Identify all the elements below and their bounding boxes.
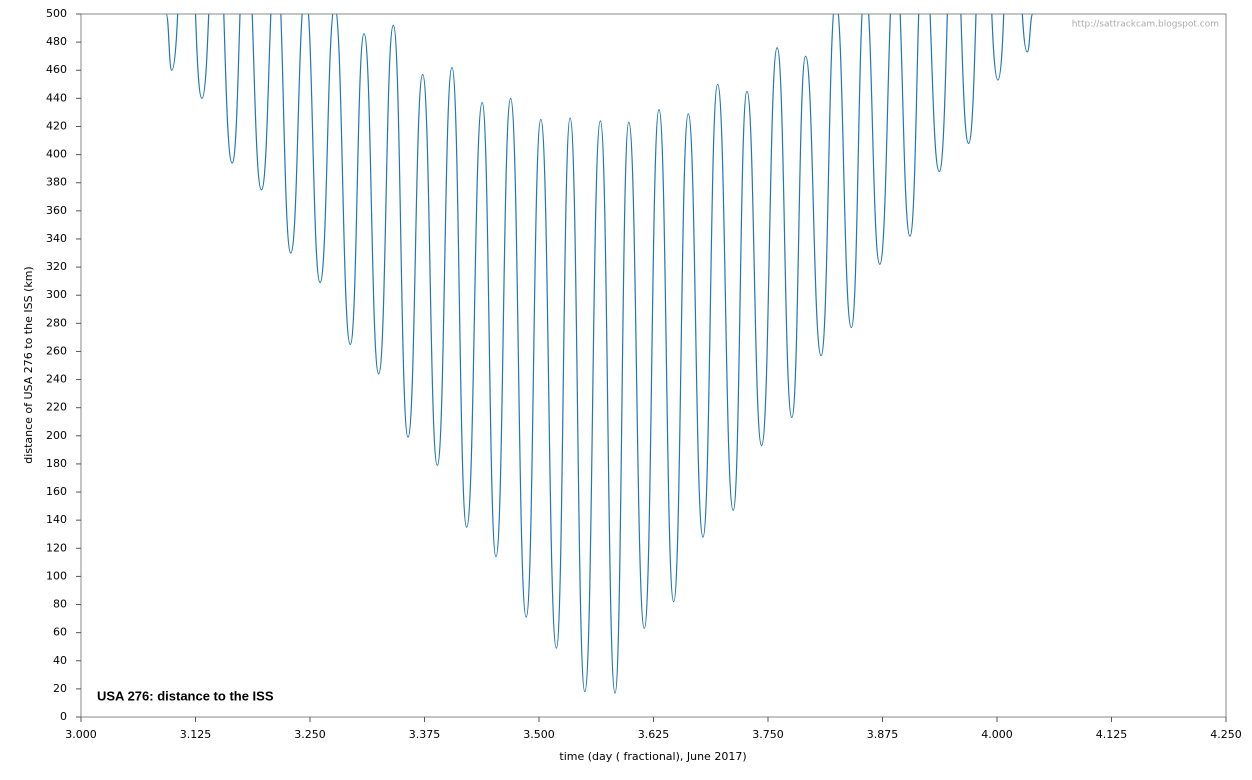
y-tick-label: 260: [46, 344, 67, 357]
x-tick-label: 3.000: [65, 728, 97, 741]
y-axis-label: distance of USA 276 to the ISS (km): [22, 266, 35, 463]
data-line: [165, 14, 1034, 694]
y-tick-label: 280: [46, 316, 67, 329]
y-tick-label: 400: [46, 148, 67, 161]
y-tick-label: 240: [46, 373, 67, 386]
x-tick-label: 3.750: [752, 728, 784, 741]
y-tick-label: 140: [46, 513, 67, 526]
y-tick-label: 420: [46, 119, 67, 132]
x-tick-label: 4.125: [1096, 728, 1128, 741]
y-tick-label: 500: [46, 7, 67, 20]
y-tick-label: 40: [53, 654, 67, 667]
chart-title: USA 276: distance to the ISS: [97, 688, 274, 703]
y-tick-label: 340: [46, 232, 67, 245]
x-axis-label: time (day ( fractional), June 2017): [559, 750, 746, 763]
watermark: http://sattrackcam.blogspot.com: [1072, 20, 1219, 30]
y-tick-label: 80: [53, 598, 67, 611]
y-tick-label: 200: [46, 429, 67, 442]
x-tick-label: 3.625: [638, 728, 670, 741]
x-tick-label: 4.250: [1210, 728, 1242, 741]
y-tick-label: 460: [46, 63, 67, 76]
y-tick-label: 0: [60, 710, 67, 723]
y-tick-label: 120: [46, 541, 67, 554]
y-tick-label: 380: [46, 176, 67, 189]
y-tick-label: 180: [46, 457, 67, 470]
x-tick-label: 3.375: [409, 728, 441, 741]
y-tick-label: 60: [53, 626, 67, 639]
y-tick-label: 300: [46, 288, 67, 301]
x-tick-label: 4.000: [981, 728, 1013, 741]
x-tick-label: 3.125: [180, 728, 212, 741]
y-tick-label: 320: [46, 260, 67, 273]
x-tick-label: 3.875: [867, 728, 899, 741]
y-tick-label: 160: [46, 485, 67, 498]
plot-frame: [80, 13, 1227, 718]
y-tick-label: 100: [46, 569, 67, 582]
x-tick-label: 3.250: [294, 728, 326, 741]
y-tick-label: 360: [46, 204, 67, 217]
y-tick-label: 440: [46, 91, 67, 104]
y-tick-label: 220: [46, 401, 67, 414]
y-tick-label: 480: [46, 35, 67, 48]
y-tick-label: 20: [53, 682, 67, 695]
x-tick-label: 3.500: [523, 728, 555, 741]
